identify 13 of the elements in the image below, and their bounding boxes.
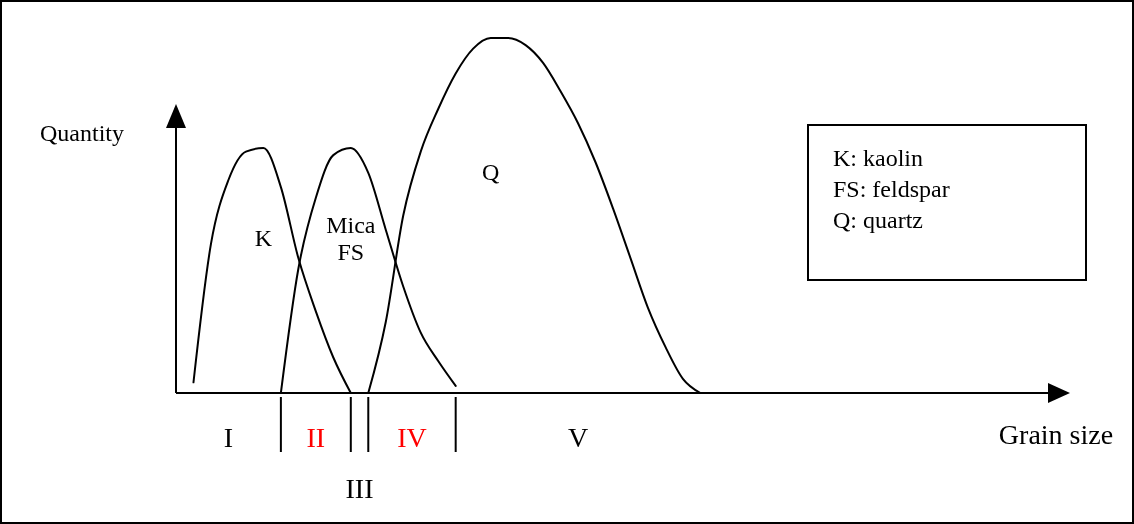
series-label: K (254, 225, 273, 252)
annotation: FS: feldspar (833, 176, 950, 202)
series-label: Mica FS (326, 212, 376, 266)
annotation: K: kaolin (833, 145, 923, 171)
x-axis-title: Grain size (998, 419, 1114, 450)
text: V (567, 422, 589, 453)
annotation: Q: quartz (833, 207, 923, 233)
text: Q (481, 159, 500, 185)
text: II (306, 422, 326, 453)
text: III (345, 473, 374, 504)
text: I (223, 422, 234, 453)
text: IV (397, 422, 427, 453)
y-axis-title: Quantity (40, 120, 124, 146)
